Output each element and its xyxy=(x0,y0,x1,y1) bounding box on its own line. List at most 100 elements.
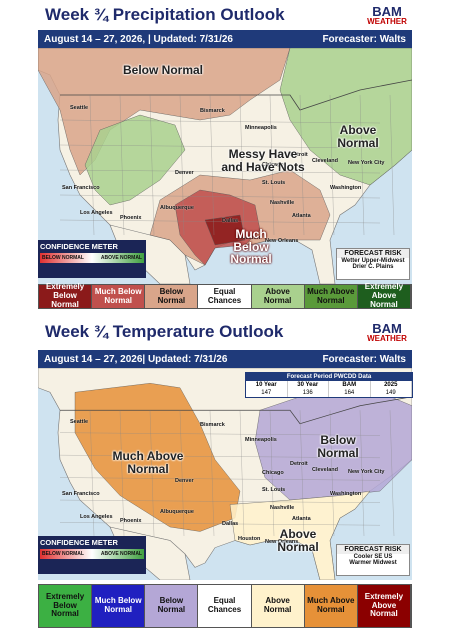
legend: Extremely Below Normal Much Below Normal B… xyxy=(38,584,412,628)
state-line xyxy=(59,169,381,174)
confidence-meter: CONFIDENCE METER BELOW NORMAL ABOVE NORMAL xyxy=(38,536,146,574)
state-line xyxy=(389,94,395,236)
city-label: Detroit xyxy=(290,152,308,158)
city-label: Houston xyxy=(238,535,261,542)
city-label: New Orleans xyxy=(265,538,299,545)
state-line xyxy=(329,94,335,236)
map-label: Below Normal xyxy=(123,63,204,77)
table-header-row: 10 Year 30 Year BAM 2025 xyxy=(246,381,412,389)
city-label: Phoenix xyxy=(120,518,142,525)
state-line xyxy=(359,94,365,236)
outlook-area xyxy=(84,114,186,206)
table-header: 30 Year xyxy=(288,381,329,389)
state-line xyxy=(89,410,95,536)
city-label: Bismarck xyxy=(200,421,225,428)
confidence-title: CONFIDENCE METER xyxy=(40,538,118,547)
map-overlay: Seattle Bismarck Minneapolis Chicago Detroit… xyxy=(38,368,413,580)
state-line xyxy=(59,432,381,436)
confidence-high: ABOVE NORMAL xyxy=(100,255,142,261)
legend-item: Much Above Normal xyxy=(304,285,358,308)
city-label: Denver xyxy=(175,477,194,484)
city-label: San Francisco xyxy=(62,491,100,498)
state-line xyxy=(59,499,381,503)
logo: BAM WEATHER xyxy=(362,5,412,26)
city-label: Washington xyxy=(330,491,362,498)
legend-item: Equal Chances xyxy=(198,585,252,627)
map-layer xyxy=(38,368,412,580)
map-label: Messy Have and Have Nots xyxy=(221,147,305,174)
city-label: Los Angeles xyxy=(80,513,113,520)
logo-brand: BAM xyxy=(372,4,402,19)
table-header: 10 Year xyxy=(246,381,288,389)
city-label: Houston xyxy=(238,235,261,241)
city-label: Seattle xyxy=(70,105,89,111)
table-header: BAM xyxy=(329,381,371,389)
city-label: Minneapolis xyxy=(245,437,277,444)
state-line xyxy=(59,522,381,526)
city-label: Detroit xyxy=(290,461,308,468)
state-line xyxy=(89,94,95,236)
forecast-risk-line: Warmer Midwest xyxy=(349,560,397,566)
state-line xyxy=(149,410,155,536)
state-line xyxy=(59,194,381,199)
header-forecaster: Forecaster: Walts xyxy=(322,33,406,45)
legend-item: Below Normal xyxy=(145,285,199,308)
state-line xyxy=(239,410,245,536)
state-line xyxy=(179,94,185,236)
map-overlay: Seattle Bismarck Minneapolis Chicago Detroit… xyxy=(38,48,412,284)
confidence-low: BELOW NORMAL xyxy=(42,551,84,557)
state-line xyxy=(149,94,155,236)
table-value: 149 xyxy=(371,389,412,397)
city-label: Albuquerque xyxy=(160,205,194,211)
city-label: Bismarck xyxy=(200,108,225,114)
city-label: New York City xyxy=(348,468,385,475)
forecast-risk-title: FORECAST RISK xyxy=(337,545,409,554)
city-label: St. Louis xyxy=(262,180,286,186)
city-label: Cleveland xyxy=(312,466,338,473)
city-label: Chicago xyxy=(262,470,284,477)
forecast-risk-line: Drier C. Plains xyxy=(352,264,394,270)
state-line xyxy=(59,144,381,149)
header-bar: August 14 – 27, 2026, | Updated: 7/31/26… xyxy=(38,30,412,48)
city-label: Minneapolis xyxy=(245,125,277,131)
city-label: San Francisco xyxy=(62,185,100,191)
confidence-title: CONFIDENCE METER xyxy=(40,242,118,251)
state-line xyxy=(59,455,381,458)
forecast-risk-line: Wetter Upper-Midwest xyxy=(341,258,405,264)
border xyxy=(60,396,412,425)
logo-sub: WEATHER xyxy=(367,17,407,26)
table-value: 164 xyxy=(329,389,371,397)
forecast-risk-line: Cooler SE US xyxy=(353,554,393,560)
logo-brand: BAM xyxy=(372,321,402,336)
state-line xyxy=(119,410,125,536)
state-line xyxy=(299,410,305,536)
table-value: 136 xyxy=(288,389,329,397)
header-dates: August 14 – 27, 2026, | Updated: 7/31/26 xyxy=(44,33,233,45)
city-label: New York City xyxy=(348,160,385,166)
table-value: 147 xyxy=(246,389,288,397)
city-label: New Orleans xyxy=(265,238,299,244)
panel-title: Week ¾ Precipitation Outlook xyxy=(45,5,285,24)
border xyxy=(60,79,412,111)
header-forecaster: Forecaster: Walts xyxy=(322,353,406,365)
map-label: Below Normal xyxy=(317,433,359,460)
state-line xyxy=(389,410,395,536)
map-label: Above Normal xyxy=(277,527,319,554)
table-value-row: 147 136 164 149 xyxy=(246,389,412,397)
legend: Extremely Below Normal Much Below Normal B… xyxy=(38,282,412,309)
map-label: Much Above Normal xyxy=(112,449,184,476)
state-line xyxy=(59,477,381,481)
state-line xyxy=(359,410,365,536)
legend-item: Extremely Below Normal xyxy=(39,282,93,309)
city-label: Albuquerque xyxy=(160,509,194,516)
confidence-bar: BELOW NORMAL ABOVE NORMAL xyxy=(40,253,144,263)
city-label: Atlanta xyxy=(292,516,311,523)
city-label: Dallas xyxy=(222,218,239,224)
legend-item: Extremely Above Normal xyxy=(357,585,411,627)
state-line xyxy=(209,410,215,536)
legend-item: Extremely Below Normal xyxy=(39,585,93,627)
state-line xyxy=(239,94,245,236)
legend-item: Below Normal xyxy=(145,585,199,627)
state-line xyxy=(179,410,185,536)
legend-item: Above Normal xyxy=(251,585,305,627)
